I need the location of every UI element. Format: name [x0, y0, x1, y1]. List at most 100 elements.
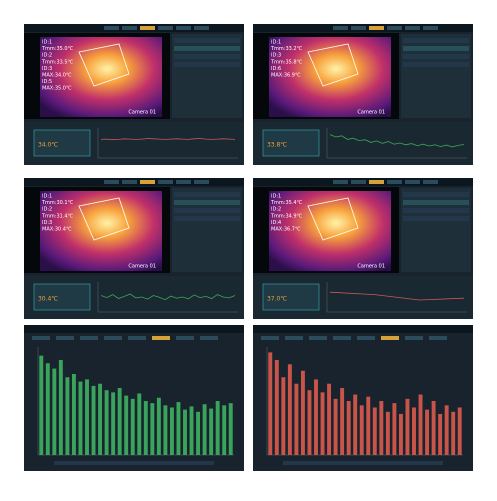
bar: [209, 408, 214, 455]
bar: [294, 383, 299, 455]
sidebar-row[interactable]: [174, 192, 240, 197]
tab[interactable]: [194, 26, 209, 30]
tab[interactable]: [333, 26, 348, 30]
tab[interactable]: [357, 336, 375, 340]
tab[interactable]: [423, 180, 438, 184]
bar: [222, 405, 227, 455]
tab[interactable]: [32, 336, 50, 340]
sidebar-row[interactable]: [174, 200, 240, 205]
overlay-text: ID:6: [271, 66, 281, 72]
sidebar-row[interactable]: [174, 216, 240, 221]
overlay-text: ID:1: [42, 194, 52, 200]
tab[interactable]: [261, 336, 279, 340]
sidebar-row[interactable]: [403, 54, 469, 59]
bar: [143, 401, 148, 455]
tab[interactable]: [104, 336, 122, 340]
bar: [189, 406, 194, 455]
trend-line: [100, 293, 236, 301]
tab[interactable]: [152, 336, 170, 340]
sidebar-row[interactable]: [403, 62, 469, 67]
tab[interactable]: [176, 180, 191, 184]
bar: [340, 388, 345, 455]
bar: [268, 352, 273, 455]
overlay-text: Tmm:35.8℃: [270, 59, 303, 65]
thermal-image: [269, 37, 391, 117]
tab[interactable]: [429, 336, 447, 340]
tab[interactable]: [176, 26, 191, 30]
tab[interactable]: [285, 336, 303, 340]
sidebar-row[interactable]: [403, 38, 469, 43]
reading-box: [262, 283, 320, 311]
tab[interactable]: [122, 26, 137, 30]
tab[interactable]: [309, 336, 327, 340]
tab[interactable]: [369, 180, 384, 184]
tab[interactable]: [56, 336, 74, 340]
trend-line: [329, 134, 465, 148]
sidebar-row[interactable]: [403, 192, 469, 197]
reading: 30.4℃: [38, 296, 58, 303]
bar: [45, 363, 50, 455]
sidebar-row[interactable]: [403, 216, 469, 221]
overlay-text: ID:2: [42, 207, 52, 213]
bar: [359, 405, 364, 455]
tab[interactable]: [140, 26, 155, 30]
bar: [176, 402, 181, 455]
sidebar-row[interactable]: [403, 208, 469, 213]
bar: [169, 407, 174, 455]
tab[interactable]: [158, 180, 173, 184]
bar: [327, 383, 332, 455]
reading: 37.0℃: [267, 296, 287, 303]
reading-box: [33, 129, 91, 157]
bar: [457, 407, 462, 455]
tab[interactable]: [200, 336, 218, 340]
tab[interactable]: [423, 26, 438, 30]
tab[interactable]: [387, 180, 402, 184]
legend-strip: [283, 461, 443, 465]
reading-box: [262, 129, 320, 157]
roi-box: [307, 43, 359, 87]
sidebar-row[interactable]: [174, 62, 240, 67]
tab[interactable]: [122, 180, 137, 184]
tab[interactable]: [80, 336, 98, 340]
sidebar-row[interactable]: [403, 200, 469, 205]
tab[interactable]: [176, 336, 194, 340]
bar: [412, 407, 416, 455]
tab[interactable]: [158, 26, 173, 30]
tab[interactable]: [333, 180, 348, 184]
sidebar-row[interactable]: [174, 208, 240, 213]
bar: [39, 355, 44, 455]
bar: [85, 379, 89, 455]
tab[interactable]: [140, 180, 155, 184]
sidebar-row[interactable]: [174, 54, 240, 59]
tab[interactable]: [351, 26, 366, 30]
tab[interactable]: [405, 336, 423, 340]
tab[interactable]: [333, 336, 351, 340]
bar: [366, 396, 371, 455]
camera-label: Camera 01: [128, 110, 156, 116]
bar: [307, 390, 312, 455]
tab[interactable]: [351, 180, 366, 184]
bar: [117, 388, 122, 455]
bar: [444, 405, 449, 455]
bar: [196, 411, 201, 455]
tab[interactable]: [405, 26, 420, 30]
reading: 34.0℃: [38, 142, 58, 149]
sidebar-row[interactable]: [174, 38, 240, 43]
bar: [111, 392, 116, 455]
bar: [163, 405, 168, 455]
tab[interactable]: [104, 26, 119, 30]
tab[interactable]: [104, 180, 119, 184]
tab[interactable]: [387, 26, 402, 30]
bar: [372, 407, 377, 455]
overlay-text: MAX:34.0℃: [42, 73, 72, 79]
sidebar-row[interactable]: [403, 46, 469, 51]
tab[interactable]: [369, 26, 384, 30]
tab[interactable]: [194, 180, 209, 184]
bar: [425, 409, 430, 455]
sidebar-row[interactable]: [174, 46, 240, 51]
tab[interactable]: [405, 180, 420, 184]
bar: [58, 359, 63, 455]
tab[interactable]: [381, 336, 399, 340]
tab[interactable]: [128, 336, 146, 340]
camera-label: Camera 01: [128, 264, 156, 270]
